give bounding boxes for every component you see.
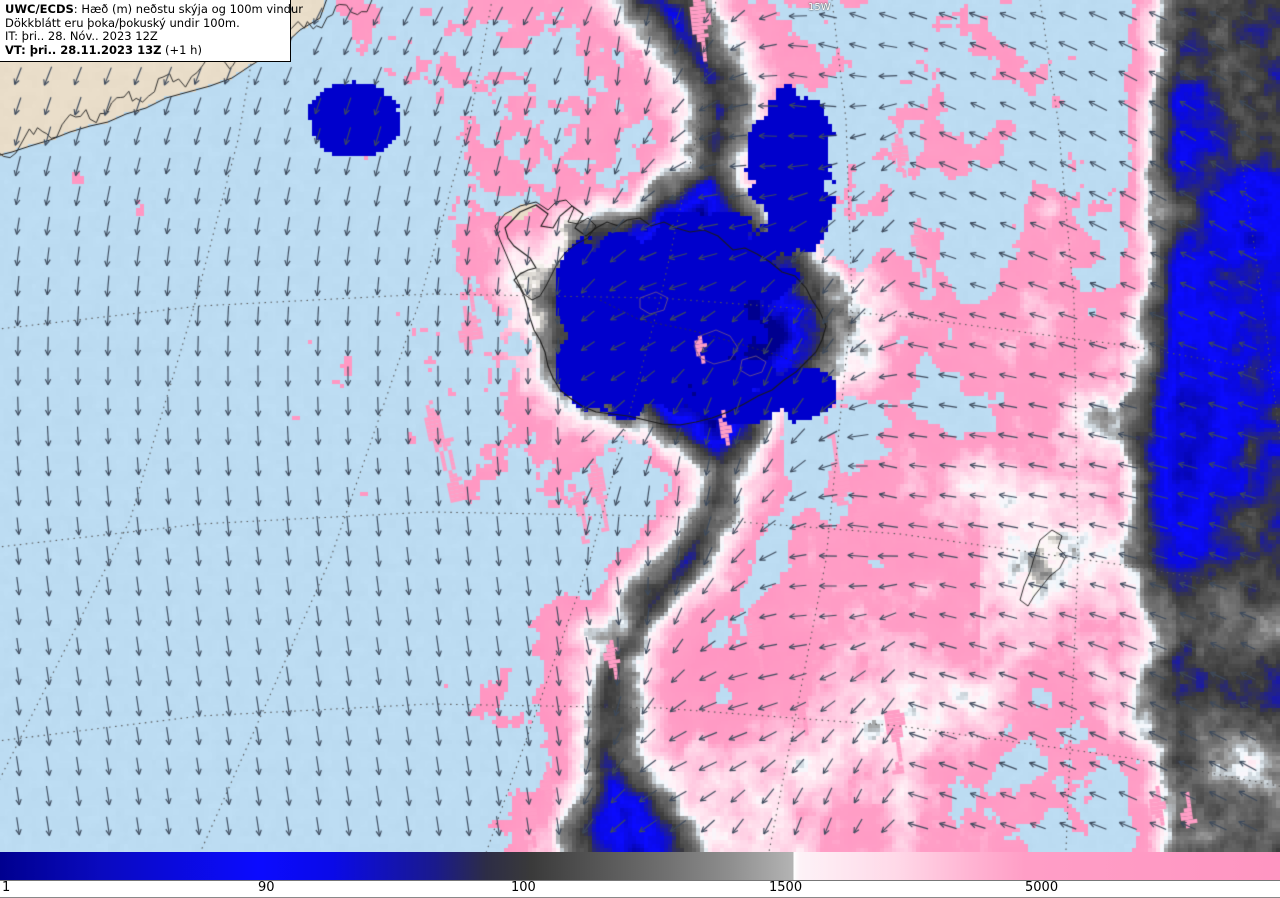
info-product-text: : Hæð (m) neðstu skýja og 100m vindur xyxy=(73,2,303,16)
colorbar-tick-labels: 1 90 100 1500 5000 xyxy=(0,880,1280,898)
info-valid-label: VT: xyxy=(5,42,26,57)
colorbar-legend: 1 90 100 1500 5000 xyxy=(0,852,1280,898)
colorbar-tick-100: 100 xyxy=(511,880,536,895)
info-product-line: UWC/ECDS: Hæð (m) neðstu skýja og 100m v… xyxy=(5,2,303,17)
weather-map-canvas-container[interactable]: 15W xyxy=(0,0,1280,852)
colorbar-tick-5000: 5000 xyxy=(1025,880,1059,895)
colorbar-tick-1: 1 xyxy=(2,880,11,895)
info-model-label: UWC/ECDS xyxy=(5,2,74,16)
info-valid-time-line: VT: þri.. 28.11.2023 13Z (+1 h) xyxy=(5,42,286,58)
info-init-label: IT: xyxy=(5,29,19,44)
info-init-value: þri.. 28. Nóv.. 2023 12Z xyxy=(18,29,158,44)
colorbar-tick-90: 90 xyxy=(258,880,275,895)
map-info-box: UWC/ECDS: Hæð (m) neðstu skýja og 100m v… xyxy=(0,0,303,63)
info-valid-offset: (+1 h) xyxy=(161,42,202,57)
colorbar-tick-1500: 1500 xyxy=(769,880,803,895)
colorbar-gradient xyxy=(0,852,1280,881)
info-valid-value: þri.. 28.11.2023 13Z xyxy=(25,42,162,57)
wind-arrows-and-coastline-overlay[interactable] xyxy=(0,0,1280,852)
info-note-line: Dökkblátt eru þoka/þokuský undir 100m. xyxy=(5,15,240,30)
info-init-time-line: IT: þri.. 28. Nóv.. 2023 12Z xyxy=(5,29,286,44)
